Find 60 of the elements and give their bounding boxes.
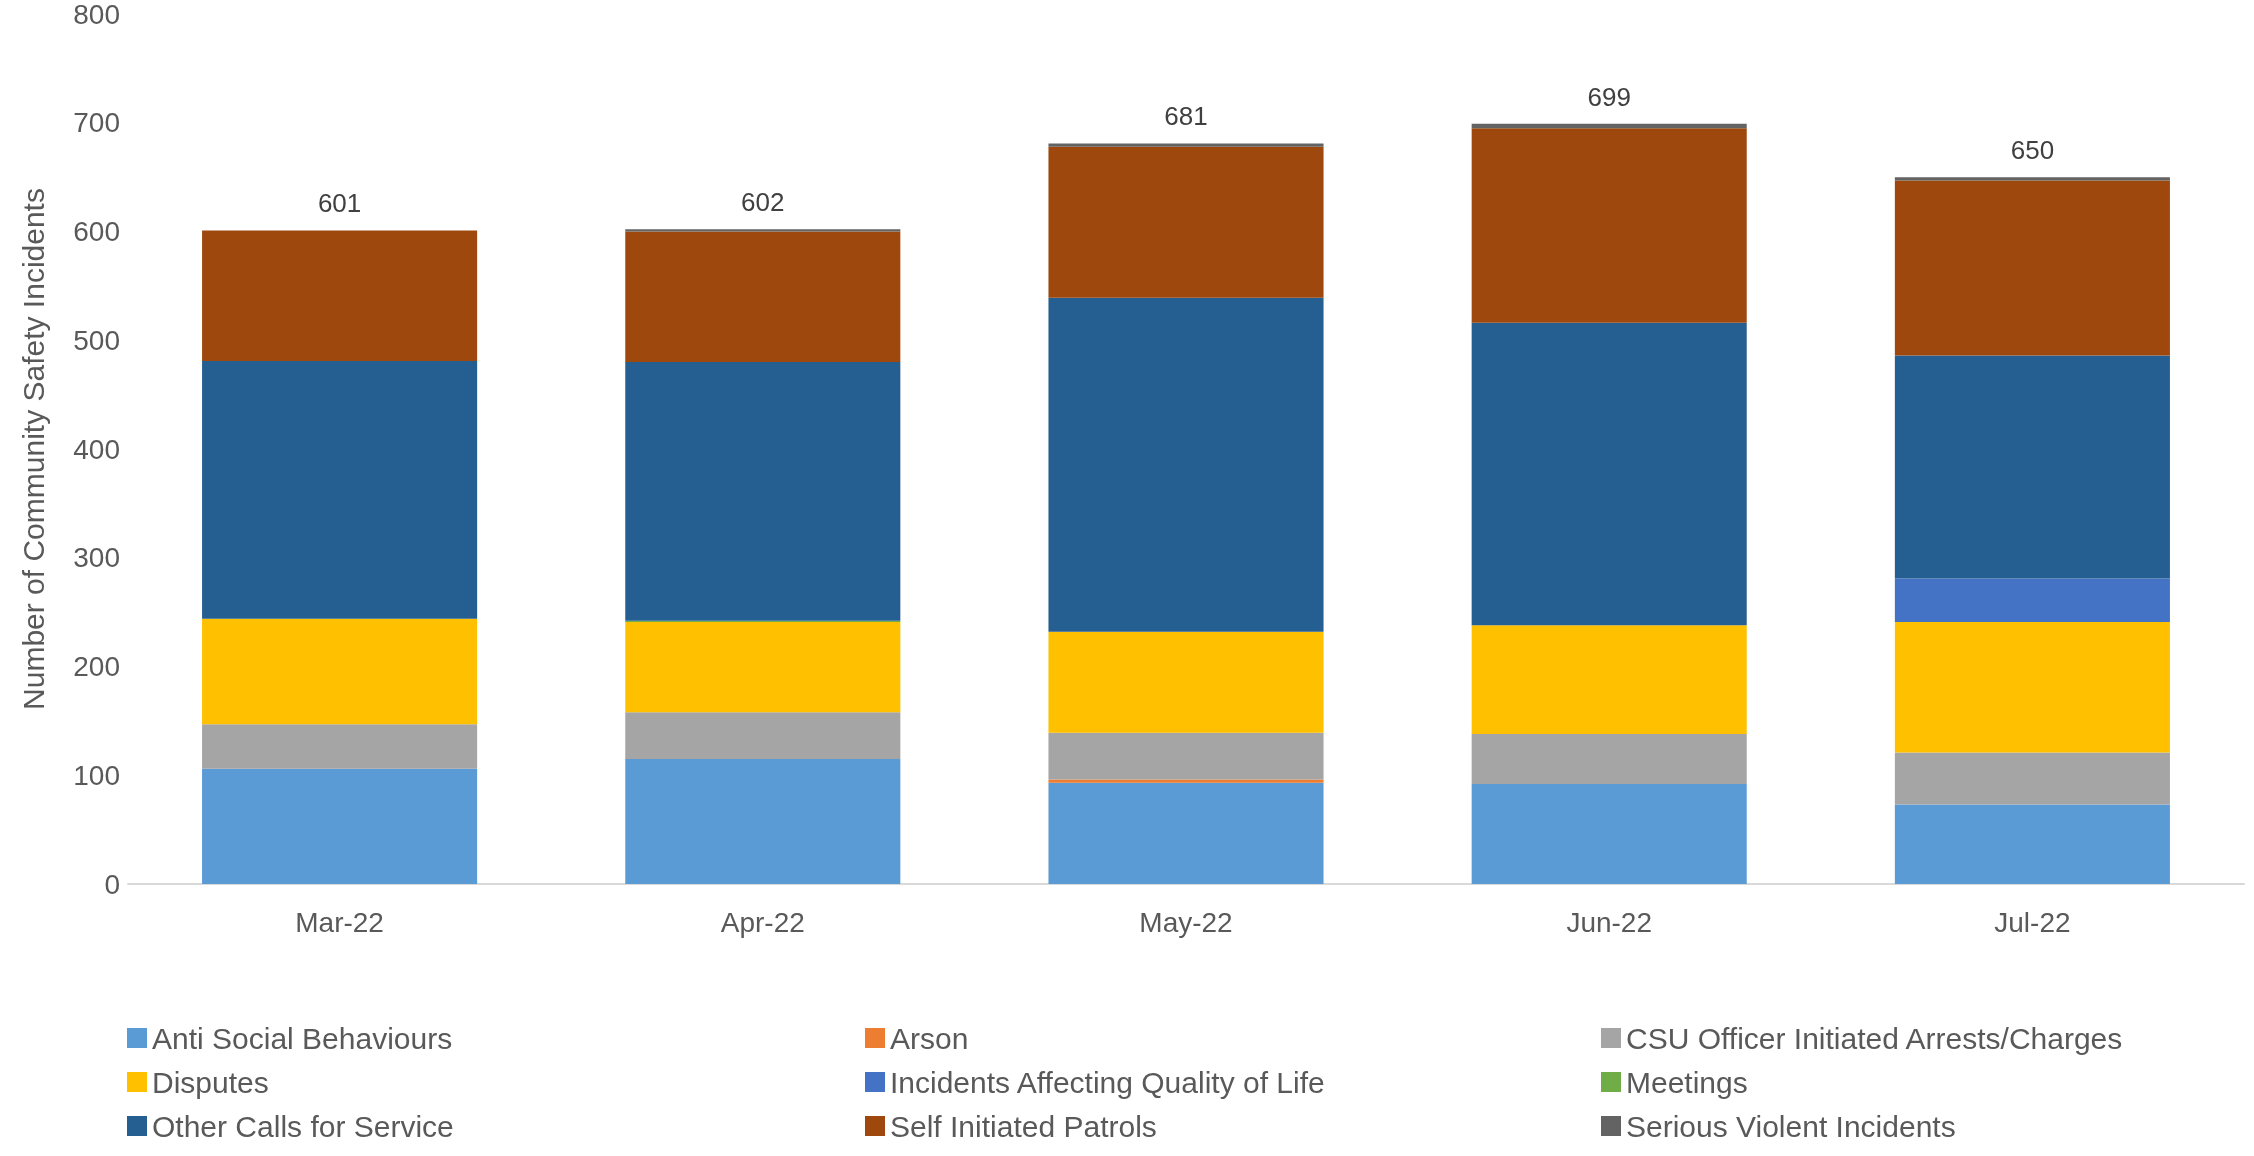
bar (1471, 128, 1747, 323)
total-label: 699 (1587, 81, 1631, 112)
bar (1894, 621, 2170, 753)
legend-label: Meetings (1626, 1065, 1748, 1099)
bar (625, 229, 901, 232)
total-label: 681 (1164, 101, 1208, 132)
bar (625, 712, 901, 759)
bar (1471, 322, 1747, 626)
bar (1048, 779, 1324, 783)
x-tick-label: Jun-22 (1566, 906, 1653, 938)
y-tick-label: 400 (73, 433, 120, 465)
bar (1048, 732, 1324, 780)
bar (202, 768, 478, 884)
bar (1471, 123, 1747, 129)
legend-label: Self Initiated Patrols (890, 1109, 1157, 1143)
y-tick-label: 800 (73, 0, 120, 30)
bar (1894, 180, 2170, 356)
legend-label: Incidents Affecting Quality of Life (890, 1065, 1325, 1099)
bar (1894, 752, 2170, 805)
bar (202, 618, 478, 725)
legend-label: Anti Social Behaviours (152, 1021, 453, 1055)
bar (1471, 733, 1747, 784)
bar (1471, 625, 1747, 734)
y-tick-label: 0 (104, 868, 120, 900)
legend-label: Serious Violent Incidents (1626, 1109, 1956, 1143)
y-tick-label: 200 (73, 651, 120, 682)
y-tick-label: 600 (73, 216, 120, 247)
y-tick-label: 300 (73, 542, 120, 574)
bar (625, 621, 901, 713)
y-tick-label: 700 (73, 107, 120, 139)
total-label: 602 (741, 187, 785, 218)
bar (202, 724, 478, 769)
y-axis-title: Number of Community Safety Incidents (16, 188, 50, 710)
bar (202, 360, 478, 619)
bar (1894, 355, 2170, 579)
bar (1048, 146, 1324, 298)
x-tick-label: Apr-22 (720, 906, 805, 938)
x-tick-label: Mar-22 (295, 906, 384, 938)
legend-label: Disputes (152, 1065, 269, 1099)
legend-label: Arson (890, 1021, 969, 1055)
bar (1048, 782, 1324, 884)
bar (1894, 578, 2170, 622)
y-tick-label: 500 (73, 324, 120, 356)
bar (625, 362, 901, 621)
bar (1048, 143, 1324, 147)
bar (1048, 631, 1324, 733)
legend-label: CSU Officer Initiated Arrests/Charges (1626, 1021, 2123, 1055)
x-tick-label: Jul-22 (1994, 906, 2071, 938)
bar (1471, 783, 1747, 884)
bar (202, 230, 478, 361)
y-tick-label: 100 (73, 759, 120, 791)
x-tick-label: May-22 (1139, 906, 1233, 938)
bar (1048, 297, 1324, 632)
bar (625, 758, 901, 884)
legend-label: Other Calls for Service (152, 1109, 454, 1143)
bar (1894, 177, 2170, 181)
total-label: 650 (2010, 135, 2055, 166)
bar (1894, 804, 2170, 884)
total-label: 601 (317, 188, 362, 219)
bar (625, 231, 901, 362)
